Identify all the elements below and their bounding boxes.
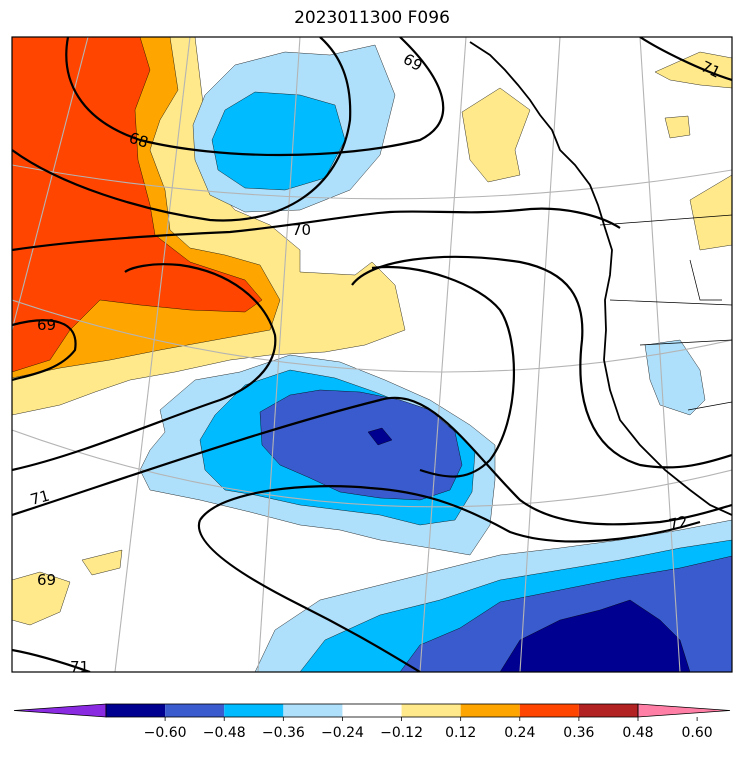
colorbar-segment [224, 704, 284, 717]
contour-label: 70 [292, 221, 311, 239]
graticule [12, 37, 732, 672]
fill-navy-central [367, 427, 393, 446]
fill-yellow-sw [81, 549, 123, 576]
colorbar-tick-label: 0.12 [445, 725, 476, 741]
contour-line-72 [199, 485, 701, 543]
contour-label: 72 [667, 512, 689, 534]
colorbar-tick-label: −0.60 [144, 725, 187, 741]
colorbar-tick-label: 0.36 [563, 725, 594, 741]
colorbar-segment [460, 704, 520, 717]
height-contours [12, 37, 732, 672]
contour-line-71-sw [12, 648, 91, 672]
fill-blue-north [211, 91, 346, 191]
contour-line-69-west [12, 319, 77, 382]
contour-line-71-inner [12, 263, 277, 472]
fill-yellow-bc [461, 87, 531, 183]
political-borders [599, 214, 732, 411]
contour-line-69-north [65, 37, 445, 157]
colorbar-segment [342, 704, 402, 717]
colorbar-tick-label: −0.12 [380, 725, 423, 741]
contour-label: 71 [70, 658, 89, 676]
map-panel: 69 68 70 69 71 72 69 71 71 [12, 37, 732, 676]
contour-label: 68 [127, 129, 151, 152]
contour-label: 71 [28, 487, 51, 509]
contour-line-71-outer [12, 396, 732, 526]
contour-line-trough-east [351, 255, 732, 469]
contour-line-ne [639, 37, 732, 82]
contour-line-70 [12, 207, 621, 252]
contour-line-south [197, 519, 421, 672]
colorbar-outline [105, 703, 639, 718]
map-title: 2023011300 F096 [294, 8, 450, 28]
coastlines [469, 41, 732, 516]
colorbar-tick-label: −0.48 [203, 725, 246, 741]
contour-label: 69 [37, 316, 56, 334]
colorbar-tick-label: 0.60 [682, 725, 713, 741]
fill-yellow-ne [654, 51, 732, 89]
fill-yellow-pacific-nw [12, 571, 71, 626]
colorbar-tick-label: −0.24 [321, 725, 364, 741]
fill-yellow-ne2 [664, 115, 691, 139]
colorbar-segment [519, 704, 579, 717]
fill-navy-south [499, 599, 691, 672]
colorbar-segment [106, 704, 166, 717]
contour-line-68-north [12, 37, 352, 222]
colorbar-segment [401, 704, 461, 717]
colorbar-tick-label: 0.48 [622, 725, 653, 741]
colorbar-extension-high [637, 703, 731, 718]
colorbar-segment [578, 704, 638, 717]
colorbar-segment [283, 704, 343, 717]
colorbar-tick-label: 0.24 [504, 725, 535, 741]
contour-line-trough-inner [371, 266, 516, 478]
contour-label: 69 [37, 571, 56, 589]
fill-yellow-e [689, 174, 732, 251]
colorbar-extension-low [13, 703, 107, 718]
colorbar-tick-label: −0.36 [262, 725, 305, 741]
colorbar-segment [165, 704, 225, 717]
colorbar: −0.60 −0.48 −0.36 −0.24 −0.12 0.12 0.24 0.36 0.4… [13, 703, 731, 741]
map-frame [11, 36, 733, 673]
